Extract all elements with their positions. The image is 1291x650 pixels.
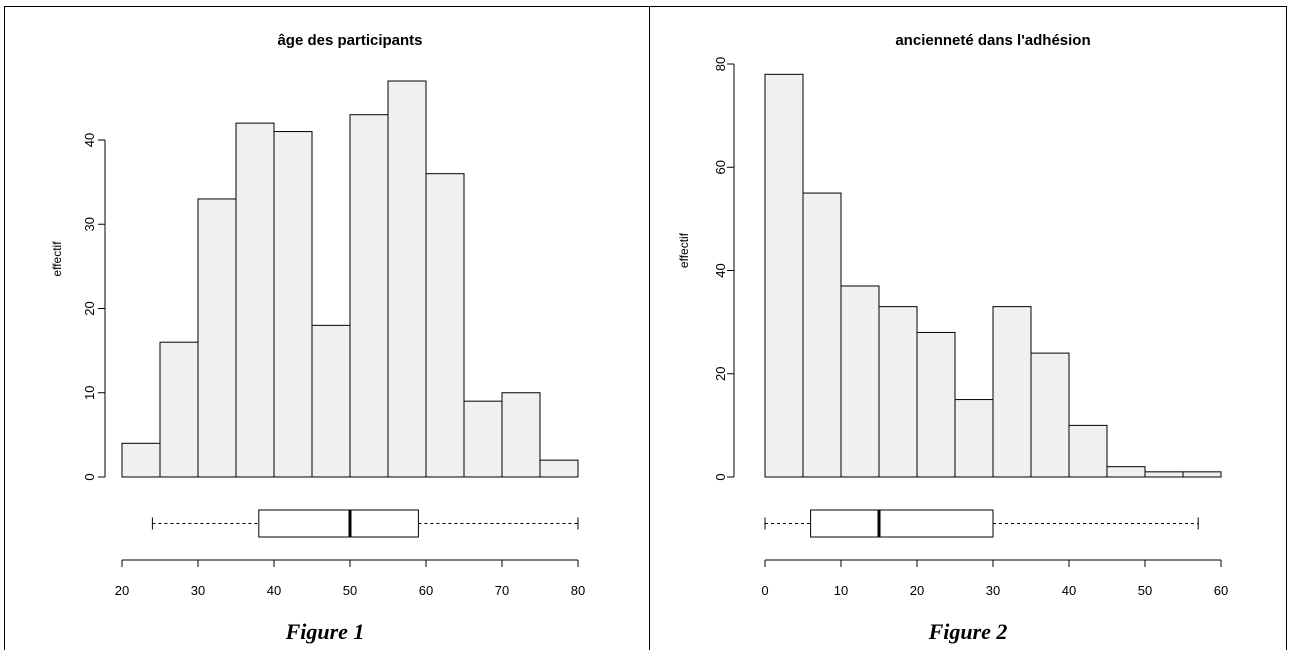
histogram-bar [197,198,237,478]
histogram-bar [1030,352,1070,478]
histogram-bar [501,392,541,478]
y-tick-label: 40 [713,263,728,277]
x-tick-label: 50 [343,583,357,598]
x-tick-label: 60 [419,583,433,598]
x-tick-label: 30 [986,583,1000,598]
x-tick-label: 40 [1062,583,1076,598]
chart-title: âge des participants [277,32,422,49]
histogram-bar [916,331,956,478]
histogram-bar [311,324,351,478]
boxplot-box [810,509,994,538]
y-tick-label: 20 [713,367,728,381]
histogram-bar [425,173,465,478]
y-tick-label: 0 [713,473,728,480]
x-tick-label: 50 [1138,583,1152,598]
y-axis-label: effectif [50,241,64,277]
histogram-bar [840,285,880,478]
y-tick-label: 40 [82,133,97,147]
x-tick-label: 60 [1214,583,1228,598]
y-tick-label: 20 [82,301,97,315]
x-tick-label: 30 [191,583,205,598]
y-tick-label: 0 [82,473,97,480]
histogram-bar [992,306,1032,478]
histogram-bar [764,73,804,478]
figure-caption-2: Figure 2 [928,619,1008,644]
chart-panel-anciennete: ancienneté dans l'adhésion effectif 0 20 40 6… [650,7,1286,617]
panel-divider [649,6,650,650]
y-tick-label: 10 [82,386,97,400]
histogram-bar [159,341,199,478]
x-tick-label: 20 [115,583,129,598]
histogram-bar [463,400,503,478]
histogram-bar [878,306,918,478]
x-tick-label: 80 [571,583,585,598]
histogram-bar [1144,471,1184,478]
figure-frame [4,6,1287,650]
chart-panel-age: âge des participants effectif 0 10 20 30 40 20 3… [5,7,645,617]
y-tick-label: 30 [82,217,97,231]
histogram-bar [387,80,427,478]
y-axis-label: effectif [677,232,691,268]
histogram-bar [121,442,161,478]
chart-title: ancienneté dans l'adhésion [895,32,1090,49]
boxplot-box [258,509,419,538]
histogram-bar [1106,466,1146,478]
histogram-age: âge des participants effectif 0 10 20 30 40 20 3… [50,32,585,598]
x-tick-label: 40 [267,583,281,598]
histogram-anciennete: ancienneté dans l'adhésion effectif 0 20 40 6… [677,32,1228,598]
histogram-bar [539,459,579,478]
histogram-bar [1182,471,1222,478]
x-tick-label: 20 [910,583,924,598]
x-tick-label: 10 [834,583,848,598]
histogram-bar [235,122,275,478]
histogram-bar [273,131,313,478]
histogram-bar [802,192,842,478]
y-tick-label: 60 [713,160,728,174]
x-tick-label: 70 [495,583,509,598]
y-tick-label: 80 [713,57,728,71]
x-tick-label: 0 [761,583,768,598]
histogram-bar [349,114,389,478]
histogram-bar [1068,424,1108,478]
figure-caption-1: Figure 1 [285,619,365,644]
histogram-bar [954,399,994,478]
